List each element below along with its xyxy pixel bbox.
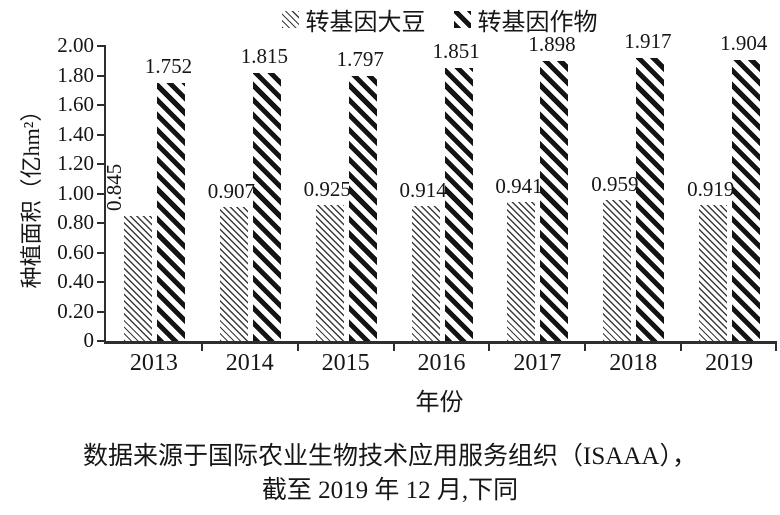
y-tick-label: 1.00 bbox=[57, 180, 94, 205]
y-tick-label: 2.00 bbox=[57, 33, 94, 57]
value-label-gm-crops: 1.797 bbox=[336, 46, 384, 71]
x-tick bbox=[488, 344, 491, 351]
y-tick-label: 0.60 bbox=[57, 239, 94, 264]
value-label-gm-soybean: 0.959 bbox=[591, 171, 639, 196]
legend-label-gm-soybean: 转基因大豆 bbox=[305, 10, 426, 36]
y-tick-label: 1.60 bbox=[57, 92, 94, 116]
y-tick-label: 0.20 bbox=[57, 298, 94, 323]
bar-gm-soybean bbox=[603, 199, 632, 341]
bar-gm-crops bbox=[348, 75, 377, 341]
value-label-gm-crops: 1.904 bbox=[720, 31, 768, 56]
value-label-gm-soybean: 0.907 bbox=[207, 179, 256, 204]
x-tick bbox=[200, 344, 203, 351]
legend-item-gm-soybean: 转基因大豆 bbox=[281, 2, 426, 37]
y-tick-label: 1.20 bbox=[57, 151, 94, 175]
y-tick bbox=[97, 133, 106, 136]
legend-item-gm-crops: 转基因作物 bbox=[453, 2, 598, 37]
y-tick bbox=[97, 340, 106, 342]
x-tick-label: 2013 bbox=[129, 350, 178, 376]
bar-gm-crops bbox=[636, 58, 665, 341]
gm-crops-swatch-icon bbox=[453, 11, 471, 28]
x-tick bbox=[296, 344, 299, 351]
bar-gm-soybean bbox=[315, 204, 344, 341]
y-tick bbox=[97, 192, 106, 195]
y-tick-label: 1.80 bbox=[57, 62, 94, 87]
value-label-gm-crops: 1.851 bbox=[432, 38, 480, 63]
source-caption: 数据来源于国际农业生物技术应用服务组织（ISAAA）， 截至 2019 年 12… bbox=[0, 440, 780, 508]
x-tick bbox=[392, 344, 395, 351]
y-tick bbox=[97, 222, 106, 224]
value-label-gm-soybean: 0.941 bbox=[495, 174, 543, 199]
x-tick bbox=[680, 344, 683, 351]
x-tick-label: 2019 bbox=[705, 350, 754, 376]
x-tick-label: 2017 bbox=[513, 350, 562, 376]
bar-gm-crops bbox=[732, 60, 761, 341]
x-tick-label: 2015 bbox=[321, 350, 370, 376]
y-tick bbox=[97, 45, 106, 47]
bar-gm-crops bbox=[156, 82, 185, 341]
legend-label-gm-crops: 转基因作物 bbox=[477, 10, 598, 36]
caption-line-2: 截至 2019 年 12 月,下同 bbox=[261, 477, 519, 504]
bar-gm-crops bbox=[252, 73, 281, 341]
y-tick-label: 0.80 bbox=[57, 210, 94, 234]
bar-gm-crops bbox=[540, 61, 569, 341]
y-tick bbox=[97, 104, 106, 106]
x-tick bbox=[584, 344, 587, 351]
x-axis-title: 年份 bbox=[415, 390, 464, 416]
value-label-gm-crops: 1.815 bbox=[240, 44, 289, 69]
gm-soybean-swatch-icon bbox=[281, 11, 299, 28]
caption-line-1: 数据来源于国际农业生物技术应用服务组织（ISAAA）， bbox=[83, 443, 697, 470]
value-label-gm-soybean: 0.925 bbox=[303, 176, 351, 201]
bar-gm-crops bbox=[444, 67, 473, 341]
value-label-gm-crops: 1.917 bbox=[624, 29, 672, 54]
value-label-gm-soybean: 0.845 bbox=[101, 164, 126, 212]
bar-gm-soybean bbox=[411, 206, 440, 341]
bar-gm-soybean bbox=[507, 202, 536, 341]
value-label-gm-crops: 1.752 bbox=[144, 53, 193, 78]
value-label-gm-soybean: 0.914 bbox=[399, 178, 447, 203]
x-tick-label: 2018 bbox=[609, 350, 658, 376]
bar-gm-soybean bbox=[699, 205, 728, 341]
y-tick bbox=[97, 74, 106, 77]
x-tick-label: 2014 bbox=[225, 350, 274, 376]
bar-gm-soybean bbox=[219, 207, 248, 341]
y-tick bbox=[97, 281, 106, 283]
y-tick-label: 0.40 bbox=[57, 269, 94, 293]
x-tick-label: 2016 bbox=[417, 350, 466, 376]
bar-gm-soybean bbox=[123, 216, 152, 341]
y-tick bbox=[97, 310, 106, 313]
y-tick bbox=[97, 163, 106, 165]
plot-area: 2.00 1.80 1.60 1.40 1.20 1.00 0.80 0.60 0.40 0.20… bbox=[57, 29, 777, 376]
value-label-gm-crops: 1.898 bbox=[528, 32, 576, 57]
y-tick-label: 0 bbox=[83, 328, 95, 352]
y-tick-label: 1.40 bbox=[57, 121, 94, 146]
value-label-gm-soybean: 0.919 bbox=[687, 177, 735, 202]
chart-legend: 转基因大豆 转基因作物 bbox=[104, 2, 775, 37]
x-tick bbox=[775, 344, 777, 351]
y-tick bbox=[97, 251, 106, 254]
